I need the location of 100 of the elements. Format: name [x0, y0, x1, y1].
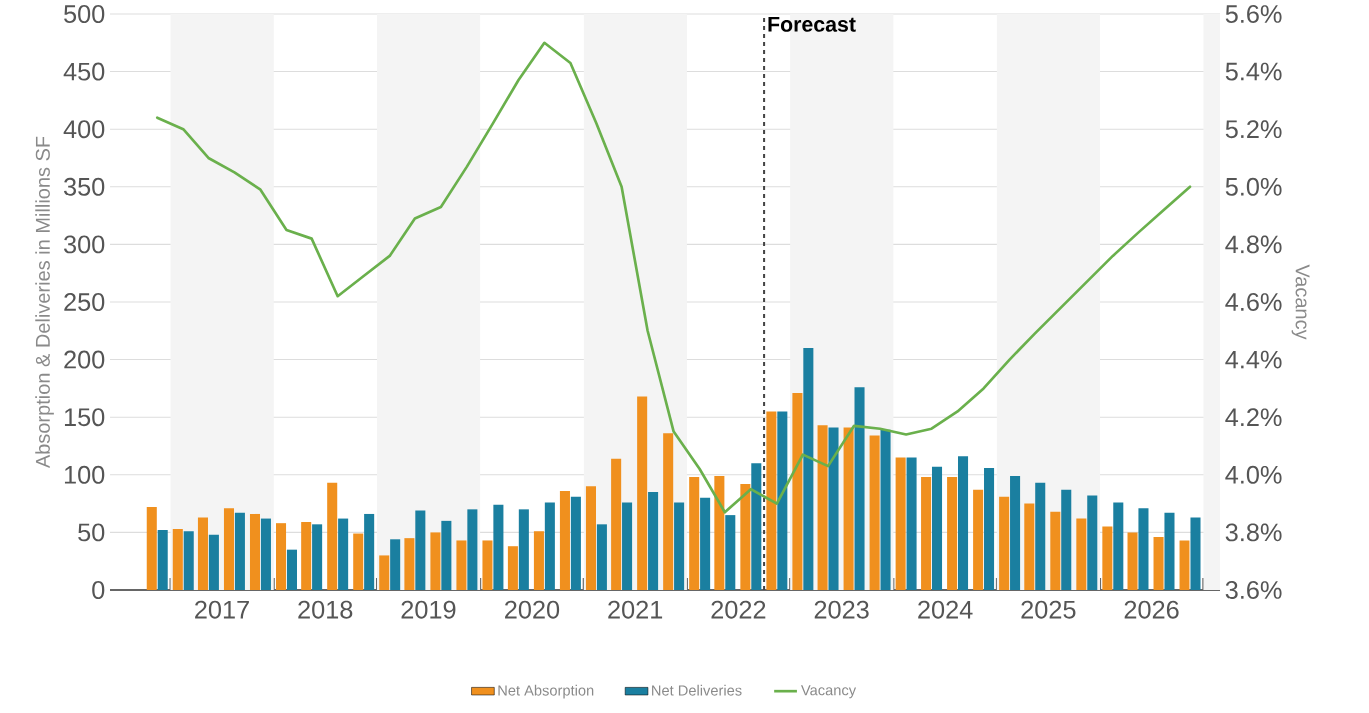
bar: [869, 435, 880, 590]
y2-tick-label: 3.6%: [1225, 581, 1282, 599]
bar: [1179, 540, 1190, 590]
bar: [507, 546, 518, 590]
y-tick-label: 250: [64, 293, 105, 311]
y2-tick-label: 5.6%: [1225, 5, 1282, 23]
bar: [1164, 512, 1175, 590]
bar: [234, 512, 245, 590]
bar: [921, 477, 932, 590]
bar: [390, 539, 401, 590]
bar: [777, 411, 788, 590]
bar: [854, 387, 865, 590]
bar: [183, 531, 194, 590]
bar: [533, 531, 544, 590]
bar: [364, 513, 375, 590]
bar: [1138, 508, 1149, 590]
bar: [906, 457, 917, 590]
x-tick-label: 2026: [1124, 600, 1179, 619]
y2-tick-label: 4.8%: [1225, 235, 1282, 254]
bar: [430, 532, 441, 590]
bar: [275, 523, 287, 590]
bar: [895, 457, 906, 590]
bar: [260, 518, 271, 590]
bar: [1035, 482, 1046, 590]
bar: [1190, 517, 1201, 590]
bar: [1061, 489, 1072, 590]
bar: [456, 540, 467, 590]
bar: [197, 517, 208, 590]
bar: [947, 477, 958, 590]
bar: [1127, 532, 1138, 590]
bar: [611, 458, 622, 590]
y-tick-label: 0: [92, 581, 105, 599]
bar: [596, 524, 607, 590]
bar: [1010, 475, 1021, 590]
bar: [172, 528, 183, 590]
bar: [1113, 502, 1124, 590]
y2-tick-label: 4.0%: [1225, 465, 1282, 484]
bar: [301, 522, 312, 590]
y-tick-label: 200: [64, 350, 105, 369]
y2-tick-label: 3.8%: [1225, 523, 1282, 542]
bar: [1050, 511, 1061, 590]
bar: [622, 502, 633, 590]
bar: [725, 515, 736, 590]
y-tick-label: 150: [64, 408, 105, 427]
bar: [223, 508, 235, 590]
bar: [740, 484, 751, 590]
bar: [984, 467, 995, 590]
y2-tick-label: 5.4%: [1225, 62, 1282, 81]
y-tick-label: 300: [64, 235, 105, 254]
bar: [828, 427, 839, 590]
bar: [338, 518, 349, 590]
legend-label: Net Deliveries: [652, 684, 742, 696]
bar: [312, 524, 323, 590]
y2-tick-label: 4.6%: [1225, 293, 1282, 311]
bar: [208, 534, 219, 590]
bar: [518, 509, 529, 590]
y-axis-title: Absorption & Deliveries in Millions SF: [35, 136, 54, 469]
bar: [637, 396, 648, 590]
bar: [493, 504, 504, 590]
bar: [467, 509, 478, 590]
bar: [544, 502, 555, 590]
y-tick-label: 100: [64, 465, 105, 484]
bar: [157, 530, 168, 590]
bar: [663, 433, 674, 590]
ref-line-label: Forecast: [768, 16, 856, 32]
bar: [379, 555, 390, 590]
bar: [1024, 503, 1035, 590]
bar: [1076, 518, 1087, 590]
bar: [792, 392, 803, 590]
y-tick-label: 400: [63, 120, 105, 139]
x-tick-label: 2021: [608, 600, 663, 619]
legend-label: Net Absorption: [498, 684, 594, 699]
y-tick-label: 50: [78, 523, 105, 542]
y2-tick-label: 4.2%: [1225, 408, 1282, 427]
bar: [999, 496, 1010, 590]
bar: [714, 475, 725, 590]
bar: [931, 466, 943, 590]
x-tick-label: 2019: [401, 600, 456, 619]
bar: [700, 497, 711, 590]
bar: [958, 456, 969, 590]
y-tick-label: 350: [64, 177, 105, 196]
bar: [817, 425, 828, 590]
bar: [880, 429, 891, 590]
y2-tick-label: 4.4%: [1225, 350, 1282, 369]
bar: [973, 489, 984, 590]
bar: [570, 496, 581, 590]
bar: [482, 540, 493, 590]
bar: [286, 549, 297, 590]
y2-axis-title: Vacancy: [1291, 264, 1310, 340]
x-tick-label: 2024: [918, 600, 973, 619]
x-tick-label: 2022: [711, 600, 766, 619]
y2-tick-label: 5.2%: [1225, 120, 1282, 139]
bar: [327, 482, 338, 590]
bar: [404, 538, 415, 590]
bar: [648, 492, 659, 590]
bar: [353, 533, 364, 590]
y-tick-label: 450: [63, 62, 105, 81]
y-tick-label: 500: [64, 5, 105, 23]
x-tick-label: 2017: [195, 600, 249, 619]
bar: [751, 463, 762, 590]
